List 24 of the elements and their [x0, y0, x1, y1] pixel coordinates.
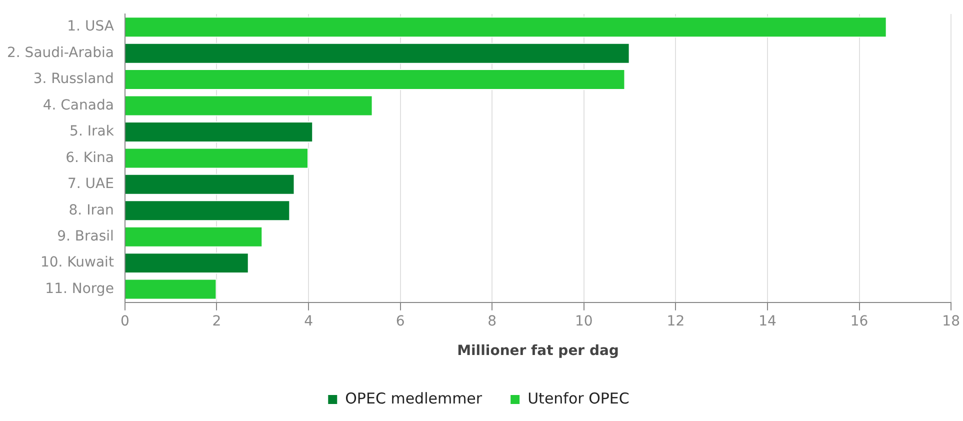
y-tick-label: 5. Irak [70, 124, 115, 140]
x-tick-label: 10 [574, 313, 593, 330]
y-tick-label: 9. Brasil [57, 228, 114, 244]
x-tick-label: 0 [120, 313, 130, 330]
y-tick-label: 2. Saudi-Arabia [6, 44, 114, 61]
y-tick-label: 8. Iran [68, 202, 114, 218]
y-tick-label: 3. Russland [33, 71, 114, 88]
legend-label: OPEC medlemmer [345, 389, 483, 408]
y-tick-label: 6. Kina [66, 150, 114, 166]
x-axis-title: Millioner fat per dag [457, 343, 619, 360]
legend-label: Utenfor OPEC [528, 389, 630, 408]
x-tick-label: 8 [488, 313, 497, 330]
y-tick-label: 11. Norge [45, 280, 114, 297]
y-tick-label: 1. USA [67, 18, 114, 35]
y-tick-label: 10. Kuwait [40, 254, 114, 271]
x-tick-label: 12 [666, 313, 685, 330]
y-tick-label: 7. UAE [67, 176, 114, 192]
x-tick-label: 4 [304, 313, 314, 330]
x-tick-label: 6 [396, 313, 405, 330]
x-tick-label: 2 [212, 313, 222, 330]
x-tick-label: 16 [850, 313, 868, 330]
x-tick-label: 18 [942, 313, 960, 330]
x-tick-label: 14 [758, 313, 776, 330]
y-tick-label: 4. Canada [42, 97, 114, 114]
